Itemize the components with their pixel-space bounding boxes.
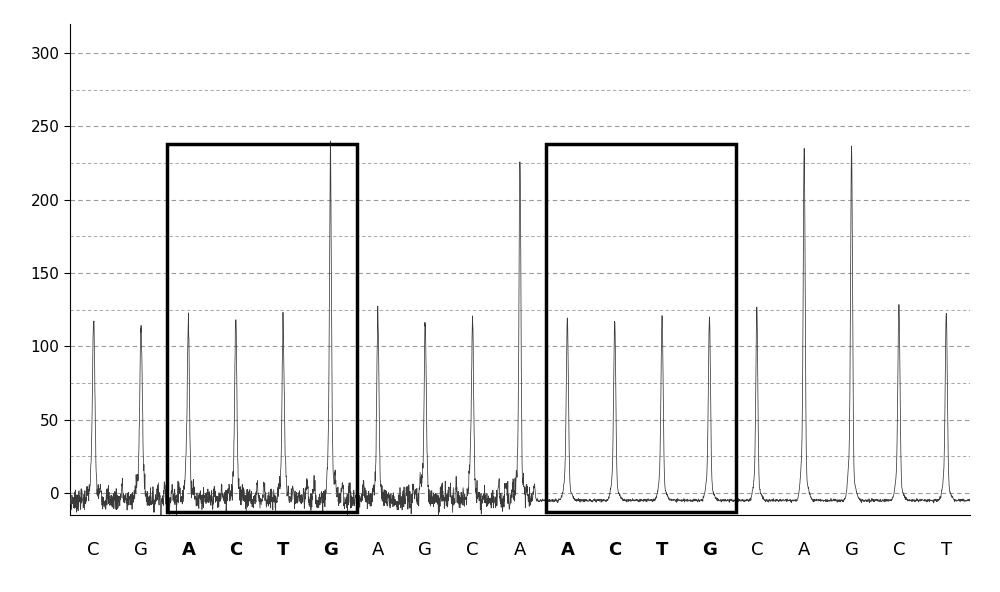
Text: C: C <box>893 542 905 559</box>
Text: C: C <box>608 542 621 559</box>
Text: A: A <box>181 542 195 559</box>
Text: A: A <box>514 542 526 559</box>
Bar <box>546 144 736 512</box>
Text: C: C <box>466 542 479 559</box>
Text: G: G <box>134 542 148 559</box>
Text: T: T <box>656 542 668 559</box>
Text: C: C <box>87 542 100 559</box>
Text: T: T <box>277 542 289 559</box>
Text: C: C <box>751 542 763 559</box>
Text: G: G <box>323 542 338 559</box>
Text: A: A <box>560 542 574 559</box>
Text: A: A <box>372 542 384 559</box>
Bar <box>167 144 357 512</box>
Text: G: G <box>418 542 432 559</box>
Text: G: G <box>702 542 717 559</box>
Text: C: C <box>229 542 242 559</box>
Text: T: T <box>941 542 952 559</box>
Text: A: A <box>798 542 810 559</box>
Text: G: G <box>845 542 859 559</box>
